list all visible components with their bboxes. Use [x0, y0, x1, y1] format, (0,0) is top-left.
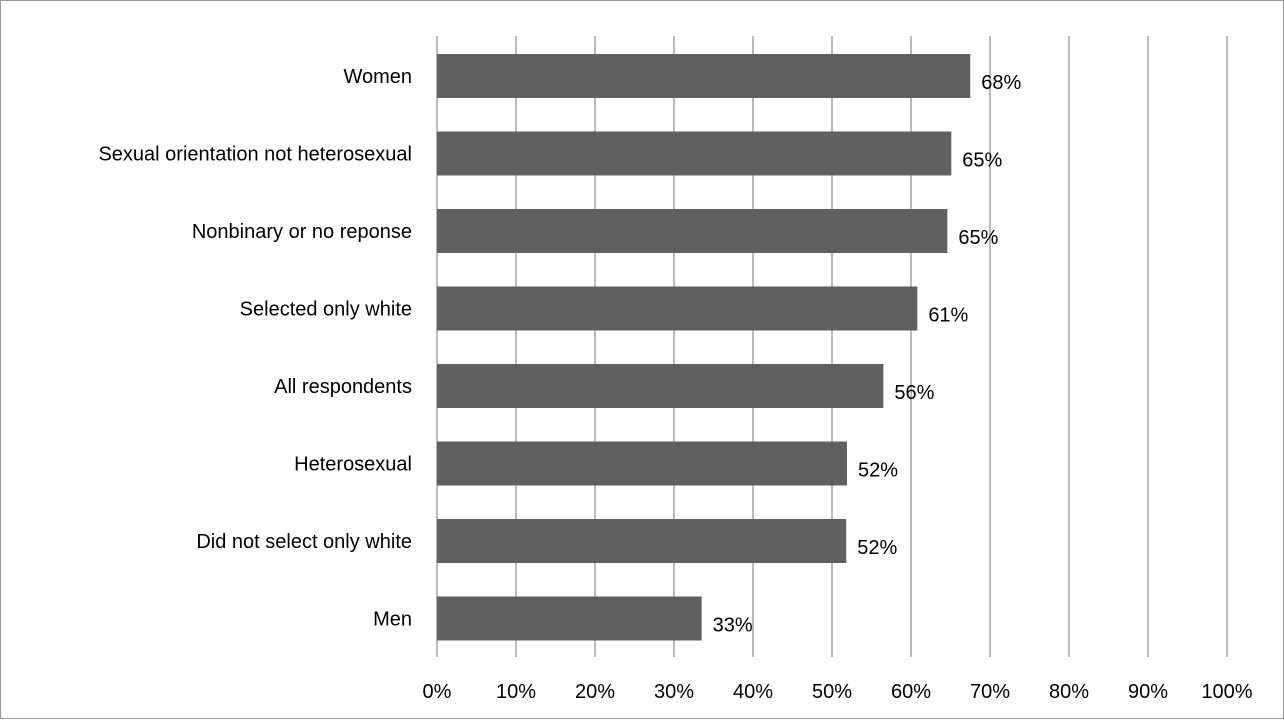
- x-tick-label: 80%: [1049, 681, 1089, 703]
- data-label: 61%: [928, 305, 968, 327]
- x-tick-label: 70%: [970, 681, 1010, 703]
- bar: [437, 286, 918, 331]
- x-tick-label: 40%: [733, 681, 773, 703]
- x-tick-label: 10%: [496, 681, 536, 703]
- bars: [437, 54, 971, 641]
- x-tick-label: 0%: [423, 681, 452, 703]
- category-label: Nonbinary or no reponse: [192, 221, 412, 243]
- bar: [437, 441, 848, 486]
- x-axis-tick-labels: 0% 10% 20% 30% 40% 50% 60% 70% 80% 90% 100%: [423, 681, 1253, 703]
- data-label: 65%: [962, 150, 1002, 172]
- bar: [437, 596, 702, 641]
- x-tick-label: 100%: [1201, 681, 1252, 703]
- bar: [437, 131, 952, 176]
- x-tick-label: 20%: [575, 681, 615, 703]
- bar: [437, 209, 948, 253]
- data-label: 52%: [858, 460, 898, 482]
- category-label: Women: [343, 66, 412, 88]
- x-tick-label: 50%: [812, 681, 852, 703]
- category-label: Selected only white: [240, 299, 412, 321]
- x-tick-label: 30%: [654, 681, 694, 703]
- data-label: 68%: [981, 72, 1021, 94]
- bar: [437, 519, 847, 563]
- category-label: Did not select only white: [196, 531, 412, 553]
- bar: [437, 364, 884, 408]
- data-label: 52%: [857, 537, 897, 559]
- x-tick-label: 60%: [891, 681, 931, 703]
- x-tick-label: 90%: [1128, 681, 1168, 703]
- data-labels: 68% 65% 65% 61% 56% 52% 52% 33%: [713, 72, 1022, 637]
- gridlines: [436, 36, 1228, 657]
- data-label: 33%: [713, 615, 753, 637]
- category-labels: Women Sexual orientation not heterosexual…: [98, 66, 412, 631]
- bar: [437, 54, 971, 98]
- data-label: 65%: [958, 227, 998, 249]
- category-label: Heterosexual: [294, 454, 412, 476]
- category-label: All respondents: [274, 376, 412, 398]
- data-label: 56%: [894, 382, 934, 404]
- category-label: Sexual orientation not heterosexual: [98, 144, 412, 166]
- category-label: Men: [373, 609, 412, 631]
